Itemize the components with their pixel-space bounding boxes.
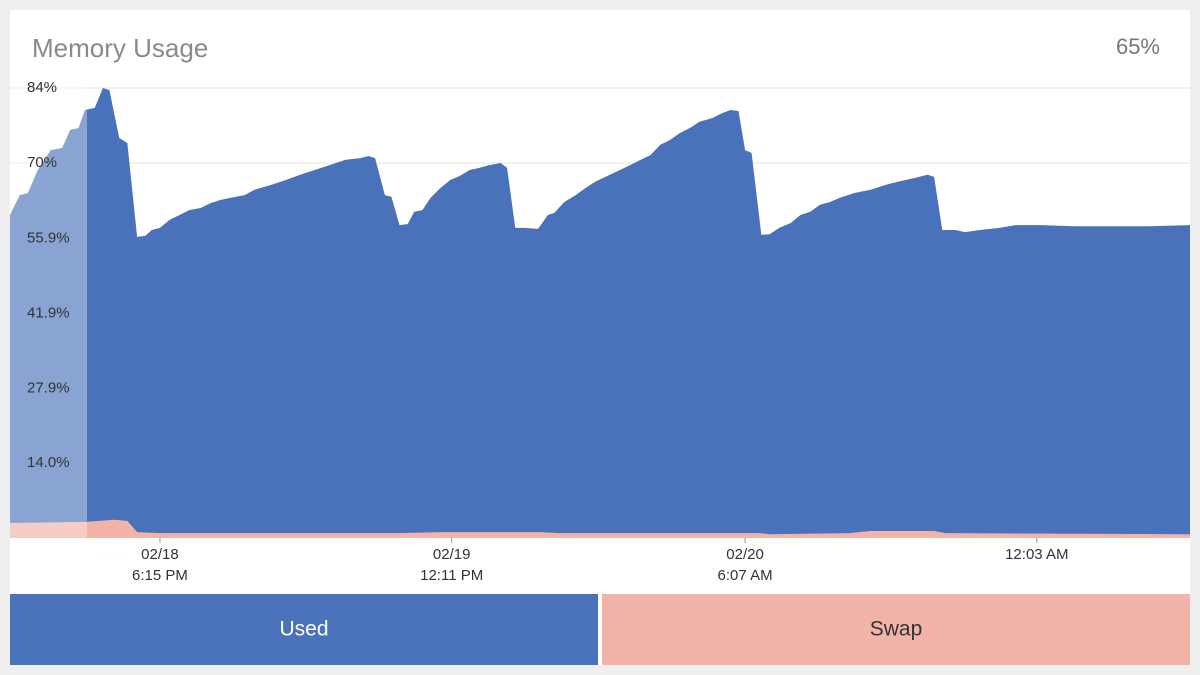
x-tick-date: 02/20	[726, 546, 764, 563]
x-tick-label: 12:03 AM	[1005, 546, 1068, 563]
y-tick-label: 84%	[27, 79, 57, 96]
x-tick-date: 02/19	[433, 546, 471, 563]
current-value: 65%	[1116, 34, 1160, 59]
range-shade	[10, 80, 87, 540]
x-tick-date: 02/18	[141, 546, 179, 563]
legend-label[interactable]: Swap	[870, 618, 923, 641]
x-tick-label: 6:15 PM	[132, 567, 188, 584]
chart-title: Memory Usage	[32, 33, 208, 63]
legend-swatch[interactable]	[602, 594, 1190, 665]
area-swap	[10, 519, 1190, 538]
legend-label[interactable]: Used	[279, 618, 328, 641]
y-tick-label: 70%	[27, 154, 57, 171]
y-tick-label: 27.9%	[27, 380, 70, 397]
legend-swatch[interactable]	[10, 594, 598, 665]
y-tick-label: 55.9%	[27, 230, 70, 247]
x-tick-label: 6:07 AM	[718, 567, 773, 584]
area-used	[10, 88, 1190, 538]
x-tick-label: 12:11 PM	[420, 567, 483, 584]
y-tick-label: 14.0%	[27, 454, 70, 471]
y-tick-label: 41.9%	[27, 305, 70, 322]
